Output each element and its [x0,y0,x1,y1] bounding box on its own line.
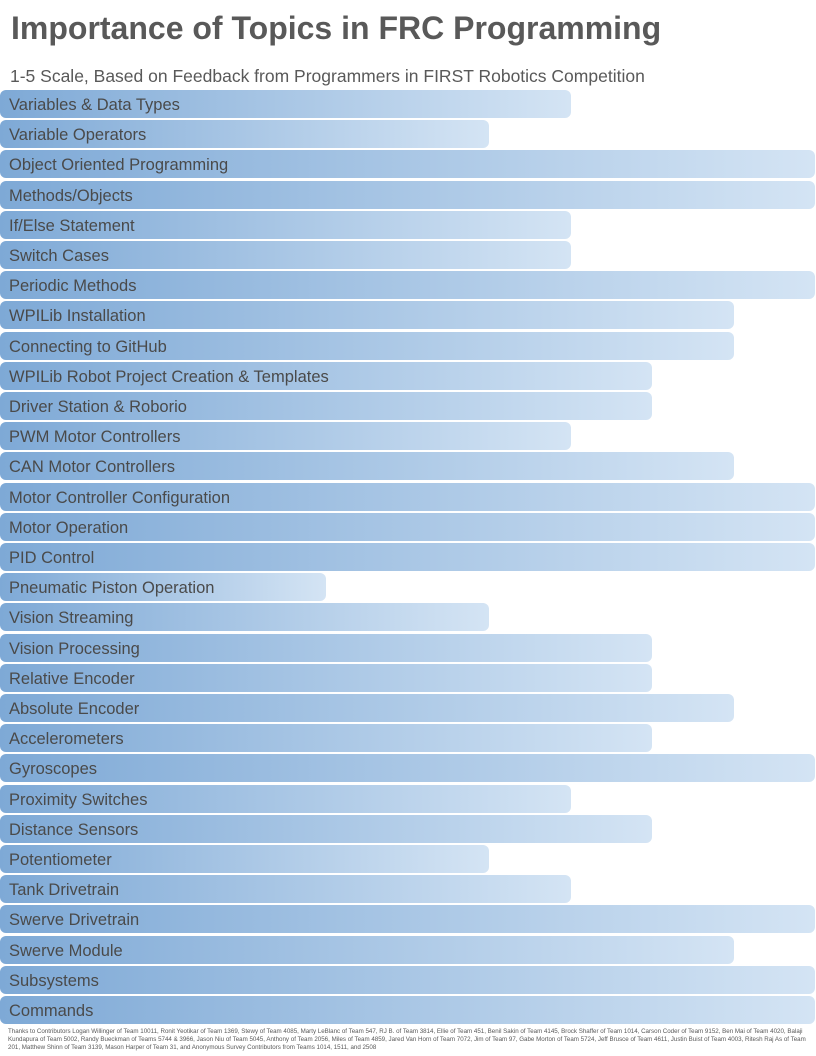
bar: Relative Encoder [0,663,652,692]
bar: Variable Operators [0,120,489,149]
bar: Driver Station & Roborio [0,392,652,420]
bar: WPILib Installation [0,301,734,330]
bar-label: Variable Operators [9,126,147,145]
bar: Motor Operation [0,512,815,541]
bar: Commands [0,996,815,1024]
bar-label: CAN Motor Controllers [9,458,175,477]
bar-label: Distance Sensors [9,820,139,839]
bar-label: Relative Encoder [9,669,135,688]
bar: Pneumatic Piston Operation [0,573,326,602]
bar: Accelerometers [0,724,652,753]
bar: Object Oriented Programming [0,150,815,179]
bar-label: Subsystems [9,971,99,990]
bar: Swerve Module [0,935,734,964]
bar-label: If/Else Statement [9,216,135,235]
bar: Swerve Drivetrain [0,905,815,934]
bar: PID Control [0,543,815,571]
bar: Potentiometer [0,845,489,873]
bar-label: Variables & Data Types [9,96,180,114]
bar: Distance Sensors [0,814,652,843]
bar-label: Connecting to GitHub [9,337,167,356]
bar-label: WPILib Installation [9,307,146,326]
bar-label: Commands [9,1002,94,1020]
bar-label: Accelerometers [9,730,124,749]
chart-title: Importance of Topics in FRC Programming [11,10,662,46]
bar: Methods/Objects [0,180,815,209]
bar: Proximity Switches [0,784,571,813]
bar: Switch Cases [0,241,571,269]
bar-label: Vision Streaming [9,609,134,628]
bar: Connecting to GitHub [0,331,734,360]
bar-label: Tank Drivetrain [9,881,120,900]
bar-label: Absolute Encoder [9,700,140,718]
bar-label: Switch Cases [9,247,109,265]
bar-label: PID Control [9,549,95,567]
bar: CAN Motor Controllers [0,452,734,481]
bar: WPILib Robot Project Creation & Template… [0,361,652,390]
bar-label: Swerve Module [9,941,123,960]
bar: Absolute Encoder [0,694,734,722]
contributors-footnote: Thanks to Contributors Logan Willinger o… [8,1028,806,1051]
bar: Periodic Methods [0,271,815,300]
bar: Vision Processing [0,633,652,662]
bar-label: Proximity Switches [9,790,148,809]
bar: If/Else Statement [0,210,571,239]
bar-label: Motor Operation [9,518,129,537]
bar: Gyroscopes [0,754,815,783]
bar-label: PWM Motor Controllers [9,428,181,447]
bar: Tank Drivetrain [0,875,571,904]
bar-label: Vision Processing [9,639,140,658]
bar-label: Pneumatic Piston Operation [9,579,215,598]
bar-label: Driver Station & Roborio [9,398,187,416]
chart-subtitle: 1-5 Scale, Based on Feedback from Progra… [10,66,645,86]
bar-chart: Variables & Data Types Variable Operators… [0,90,816,1026]
bar: Subsystems [0,965,815,994]
bar-label: Methods/Objects [9,186,133,205]
bar-label: Swerve Drivetrain [9,911,140,930]
bar: PWM Motor Controllers [0,422,571,451]
bar: Vision Streaming [0,603,489,632]
bar: Motor Controller Configuration [0,482,815,511]
bar: Variables & Data Types [0,90,571,118]
bar-label: WPILib Robot Project Creation & Template… [9,367,329,386]
bar-label: Periodic Methods [9,277,137,296]
bar-label: Object Oriented Programming [9,156,229,175]
bar-label: Potentiometer [9,851,112,869]
bar-label: Gyroscopes [9,760,98,779]
bar-label: Motor Controller Configuration [9,488,231,507]
